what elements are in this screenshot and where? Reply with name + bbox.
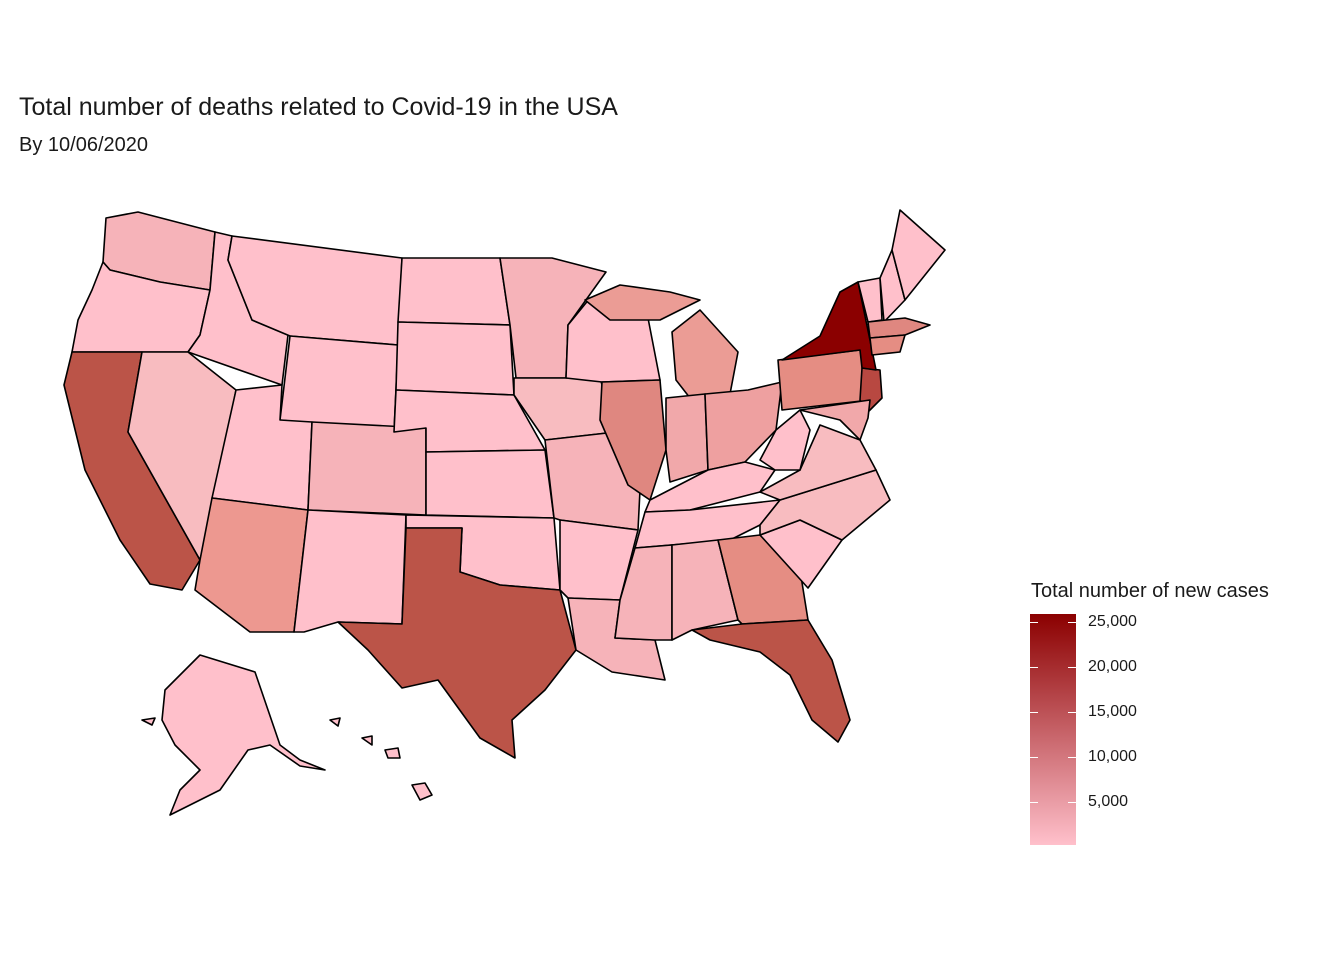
legend-tick-mark bbox=[1030, 622, 1038, 623]
legend-tick-mark bbox=[1030, 712, 1038, 713]
legend-title: Total number of new cases bbox=[1031, 580, 1269, 602]
state-alaska bbox=[161, 654, 326, 816]
state-michigan bbox=[671, 309, 739, 399]
state-arizona bbox=[194, 497, 309, 633]
legend-tick-mark bbox=[1068, 757, 1076, 758]
legend-tick-mark bbox=[1030, 667, 1038, 668]
state-connecticut bbox=[869, 334, 906, 356]
map-title: Total number of deaths related to Covid-… bbox=[19, 93, 618, 121]
state-hawaii-island-4 bbox=[329, 717, 341, 727]
state-north-dakota bbox=[397, 257, 511, 326]
state-hawaii-island-3 bbox=[361, 735, 373, 746]
state-michigan-upper bbox=[584, 284, 701, 321]
legend-tick-label: 10,000 bbox=[1088, 748, 1137, 765]
state-maine bbox=[891, 209, 946, 301]
legend-tick-mark bbox=[1068, 802, 1076, 803]
state-new-mexico bbox=[293, 509, 407, 633]
legend-tick-label: 25,000 bbox=[1088, 613, 1137, 630]
state-wyoming bbox=[279, 335, 399, 433]
legend-tick-label: 15,000 bbox=[1088, 703, 1137, 720]
legend-tick-mark bbox=[1030, 757, 1038, 758]
map-subtitle: By 10/06/2020 bbox=[19, 134, 148, 156]
legend-tick-mark bbox=[1068, 622, 1076, 623]
legend-tick-label: 5,000 bbox=[1088, 793, 1129, 810]
state-massachusetts bbox=[867, 317, 931, 339]
state-indiana bbox=[665, 393, 709, 483]
legend-tick-mark bbox=[1068, 667, 1076, 668]
state-kansas bbox=[425, 449, 555, 519]
legend-color-bar bbox=[1030, 614, 1076, 845]
state-colorado bbox=[307, 421, 427, 516]
state-florida bbox=[691, 619, 851, 743]
state-hawaii-island-2 bbox=[384, 747, 401, 759]
legend-tick-label: 20,000 bbox=[1088, 658, 1137, 675]
legend-tick-mark bbox=[1068, 712, 1076, 713]
state-alaska-island bbox=[141, 717, 156, 726]
state-hawaii bbox=[411, 782, 433, 801]
state-alabama bbox=[671, 539, 739, 641]
state-maryland bbox=[799, 399, 871, 441]
state-texas bbox=[337, 527, 577, 759]
state-south-dakota bbox=[395, 321, 515, 396]
legend-tick-mark bbox=[1030, 802, 1038, 803]
